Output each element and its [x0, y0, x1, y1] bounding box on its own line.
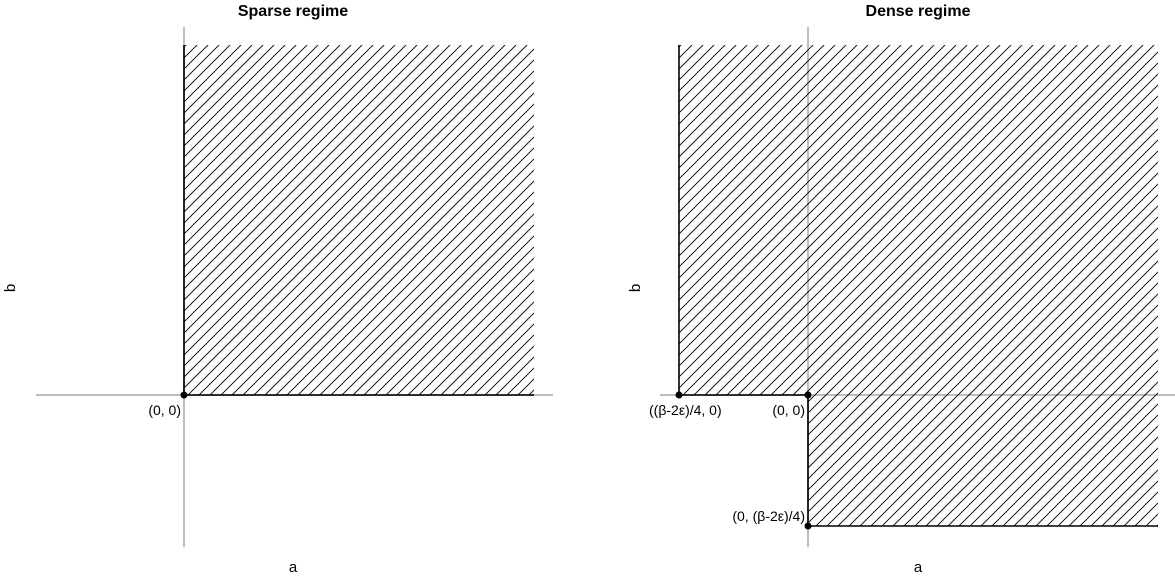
sparse-origin-label: (0, 0) — [148, 402, 181, 418]
dense-left-vertex-label: ((β-2ε)/4, 0) — [649, 402, 722, 418]
sparse-feasible-region — [184, 45, 534, 395]
sparse-origin-point — [180, 391, 188, 399]
dense-x-label: a — [914, 559, 923, 576]
dense-bottom-vertex-point — [804, 522, 812, 530]
dense-origin-point — [804, 391, 812, 399]
dense-left-vertex-point — [675, 391, 683, 399]
dense-y-label: b — [627, 284, 644, 292]
sparse-title: Sparse regime — [238, 3, 348, 20]
dense-bottom-vertex-label: (0, (β-2ε)/4) — [732, 508, 805, 524]
sparse-x-label: a — [289, 559, 298, 576]
dense-panel: Dense regime ((β-2ε)/4, 0) (0, 0) (0, (β… — [627, 3, 1175, 576]
dense-feasible-region — [679, 45, 1158, 526]
sparse-panel: Sparse regime (0, 0) a b — [2, 3, 553, 576]
sparse-y-label: b — [2, 284, 19, 292]
dense-origin-label: (0, 0) — [772, 402, 805, 418]
dense-title: Dense regime — [866, 3, 971, 20]
